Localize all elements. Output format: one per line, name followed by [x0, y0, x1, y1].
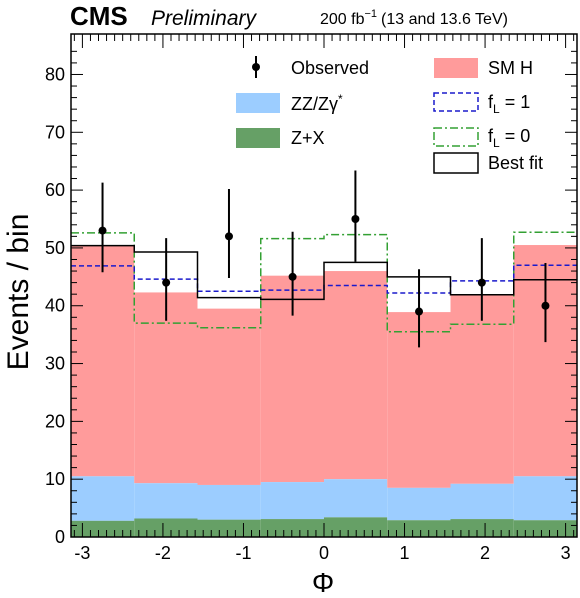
experiment-label: CMS: [70, 1, 128, 31]
smh-bar: [324, 271, 388, 480]
observed-point: [541, 301, 550, 310]
stacked-histograms: [71, 245, 577, 537]
legend-fl1-label: fL = 1: [488, 92, 530, 116]
luminosity-label: 200 fb−1 (13 and 13.6 TeV): [320, 8, 508, 28]
observed-point: [224, 232, 233, 241]
legend: Observed SM H ZZ/Zγ* fL = 1 Z+X fL = 0: [236, 56, 543, 174]
zz-bar: [387, 487, 451, 521]
axes: 0 10 20 30 40 50 60 70 80 -3 -2 -1 0 1 2 3: [45, 33, 578, 563]
y-tick-label: 40: [45, 296, 65, 316]
bestfit-line: [71, 244, 577, 301]
zx-bar: [134, 518, 198, 537]
observed-point: [415, 307, 424, 316]
zz-bar: [260, 482, 324, 520]
zz-bar: [71, 476, 135, 521]
zx-bar: [513, 520, 577, 537]
legend-item-fl0: fL = 0: [433, 126, 530, 150]
y-tick-label: 30: [45, 354, 65, 374]
legend-observed-marker: [252, 63, 260, 71]
zx-bar: [450, 519, 514, 537]
status-label: Preliminary: [151, 7, 258, 30]
legend-zx-swatch: [236, 128, 280, 148]
legend-item-bestfit: Best fit: [433, 152, 543, 174]
observed-point: [351, 215, 360, 224]
zz-bar: [513, 476, 577, 521]
legend-bestfit-label: Best fit: [488, 153, 543, 173]
legend-smh-label: SM H: [488, 58, 533, 78]
y-tick-label: 70: [45, 122, 65, 142]
legend-smh-swatch: [434, 58, 478, 78]
y-axis-title: Events / bin: [2, 214, 35, 371]
legend-zz-label: ZZ/Zγ*: [291, 92, 343, 114]
x-tick-label: 1: [400, 543, 410, 563]
observed-points: [98, 170, 550, 348]
smh-bar: [71, 245, 135, 477]
legend-item-zx: Z+X: [236, 128, 325, 148]
y-tick-label: 0: [55, 527, 65, 547]
observed-point: [477, 278, 486, 287]
zz-bar: [197, 484, 261, 520]
legend-item-zz: ZZ/Zγ*: [236, 92, 343, 114]
y-tick-label: 60: [45, 180, 65, 200]
legend-zz-swatch: [236, 93, 280, 113]
x-tick-label: 0: [319, 543, 329, 563]
zz-bar: [450, 483, 514, 520]
y-tick-label: 50: [45, 238, 65, 258]
zx-bar: [324, 517, 388, 537]
zx-bar: [387, 520, 451, 537]
smh-bar: [450, 294, 514, 484]
y-tick-label: 80: [45, 64, 65, 84]
observed-point: [162, 278, 171, 287]
observed-point: [98, 226, 107, 235]
legend-zx-label: Z+X: [291, 128, 325, 148]
fl0-line: [71, 231, 577, 333]
legend-observed-label: Observed: [291, 58, 369, 78]
legend-fl0-label: fL = 0: [488, 126, 530, 150]
legend-bestfit-swatch: [433, 152, 479, 174]
x-tick-label: 2: [480, 543, 490, 563]
x-tick-label: -2: [155, 543, 171, 563]
smh-bar: [197, 308, 261, 485]
observed-point: [288, 272, 297, 281]
zx-bar: [197, 519, 261, 537]
x-tick-label: -1: [235, 543, 251, 563]
smh-bar: [134, 292, 198, 484]
legend-item-observed: Observed: [252, 56, 369, 78]
zz-bar: [324, 479, 388, 518]
zx-bar: [260, 519, 324, 537]
x-tick-label: -3: [74, 543, 90, 563]
legend-fl1-swatch: [433, 92, 479, 112]
legend-item-fl1: fL = 1: [433, 92, 530, 116]
x-axis-title: Φ: [312, 567, 334, 598]
zx-bar: [71, 520, 135, 537]
x-tick-label: 3: [561, 543, 571, 563]
zz-bar: [134, 483, 198, 519]
y-tick-label: 20: [45, 411, 65, 431]
legend-item-smh: SM H: [434, 58, 533, 78]
y-tick-label: 10: [45, 469, 65, 489]
legend-fl0-swatch: [433, 127, 479, 147]
